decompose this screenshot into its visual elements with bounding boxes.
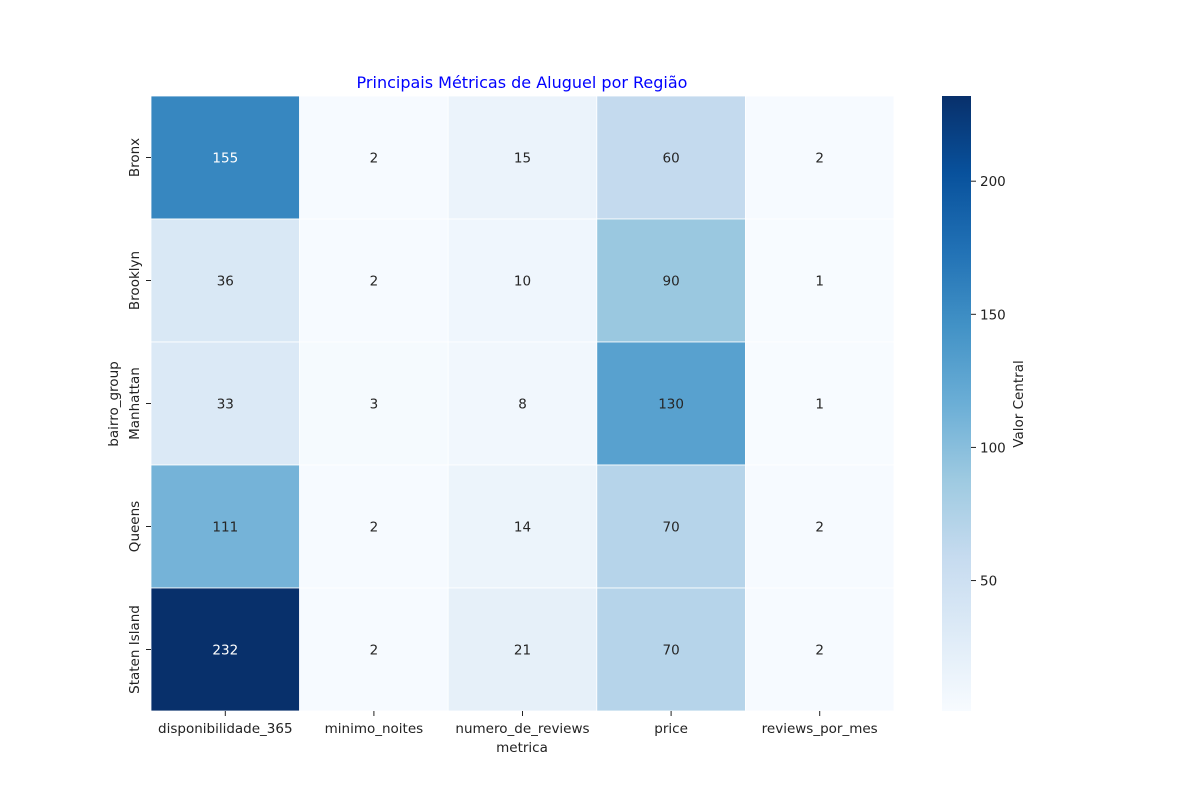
heatmap-cell <box>299 587 449 712</box>
heatmap-cell <box>150 95 301 220</box>
x-axis-label: metrica <box>496 740 548 756</box>
colorbar-gradient <box>942 96 971 711</box>
heatmap-cell <box>447 341 598 466</box>
colorbar: 50 100 150 200 Valor Central <box>942 96 1027 711</box>
heatmap-cell <box>745 464 895 589</box>
cell-value-label: 2 <box>370 520 379 536</box>
cell-value-label: 111 <box>212 520 238 536</box>
x-tick-label: reviews_por_mes <box>762 721 878 737</box>
cell-value-label: 90 <box>663 274 680 290</box>
colorbar-tick-label: 50 <box>980 574 997 590</box>
x-tick-label: minimo_noites <box>325 721 424 737</box>
cell-value-label: 232 <box>212 643 238 659</box>
heatmap-cell <box>447 587 598 712</box>
cell-value-label: 2 <box>815 643 824 659</box>
heatmap-cells <box>150 95 895 712</box>
cell-value-label: 14 <box>514 520 531 536</box>
cell-value-label: 8 <box>518 397 527 413</box>
heatmap-cell <box>299 464 449 589</box>
colorbar-tick-label: 150 <box>980 307 1006 323</box>
heatmap-cell <box>299 341 449 466</box>
heatmap-cell <box>745 218 895 343</box>
heatmap-cell <box>745 587 895 712</box>
cell-value-label: 60 <box>663 151 680 167</box>
y-axis-label: bairro_group <box>106 361 122 446</box>
y-tick-label: Brooklyn <box>127 251 143 310</box>
cell-value-label: 2 <box>370 274 379 290</box>
heatmap-cell <box>299 218 449 343</box>
cell-value-label: 1 <box>815 274 824 290</box>
colorbar-label: Valor Central <box>1011 360 1027 447</box>
cell-value-label: 2 <box>815 151 824 167</box>
x-tick-label: disponibilidade_365 <box>158 721 293 737</box>
y-tick-label: Manhattan <box>127 367 143 440</box>
x-axis: disponibilidade_365 minimo_noites numero_d… <box>158 711 878 737</box>
chart-title: Principais Métricas de Aluguel por Regiã… <box>357 73 688 92</box>
cell-value-label: 3 <box>370 397 379 413</box>
cell-value-label: 2 <box>370 643 379 659</box>
heatmap-cell <box>299 95 449 220</box>
cell-value-label: 155 <box>212 151 238 167</box>
cell-value-label: 1 <box>815 397 824 413</box>
heatmap-cell <box>447 95 598 220</box>
y-tick-label: Bronx <box>127 138 143 177</box>
heatmap-cell <box>150 587 301 712</box>
y-axis: Bronx Brooklyn Manhattan Queens Staten Islan… <box>127 138 151 694</box>
cell-value-label: 33 <box>217 397 234 413</box>
heatmap-cell <box>596 95 746 220</box>
colorbar-tick-label: 200 <box>980 174 1006 190</box>
cell-value-label: 36 <box>217 274 234 290</box>
heatmap-cell <box>745 95 895 220</box>
cell-value-label: 10 <box>514 274 531 290</box>
heatmap-cell <box>447 464 598 589</box>
cell-value-label: 70 <box>663 643 680 659</box>
cell-value-label: 21 <box>514 643 531 659</box>
cell-value-label: 2 <box>815 520 824 536</box>
heatmap-cell <box>150 218 301 343</box>
x-tick-label: price <box>654 721 688 737</box>
cell-value-label: 15 <box>514 151 531 167</box>
colorbar-tick-label: 100 <box>980 440 1006 456</box>
cell-value-label: 2 <box>370 151 379 167</box>
heatmap-cell <box>745 341 895 466</box>
y-tick-label: Staten Island <box>127 605 143 694</box>
y-tick-label: Queens <box>127 501 143 552</box>
x-tick-label: numero_de_reviews <box>455 721 589 737</box>
cell-value-label: 70 <box>663 520 680 536</box>
colorbar-ticks: 50 100 150 200 <box>971 174 1006 590</box>
heatmap-cell <box>596 341 746 466</box>
cell-value-label: 130 <box>658 397 684 413</box>
heatmap-cell <box>596 464 746 589</box>
heatmap-cell <box>447 218 598 343</box>
